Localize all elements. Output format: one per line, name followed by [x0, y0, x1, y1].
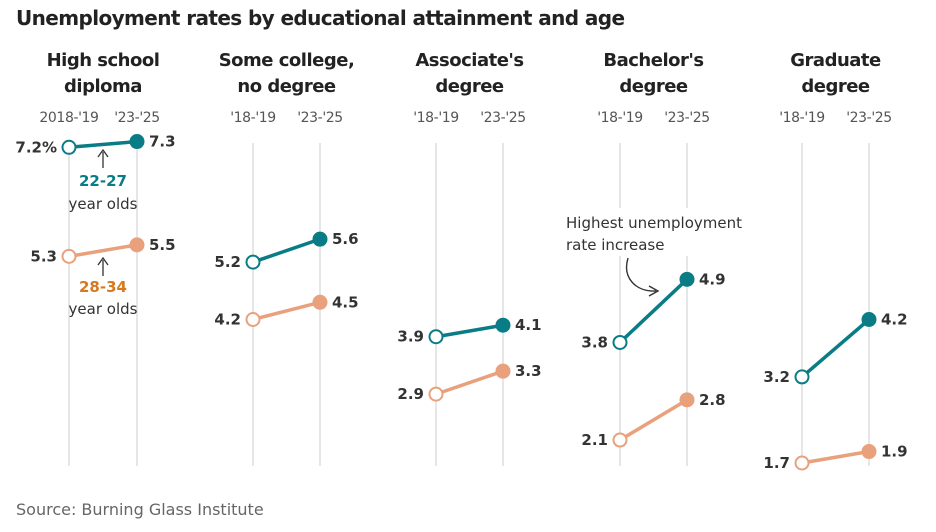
panel-2-age-28-34-label-start: 4.2: [214, 311, 241, 329]
panel-3-title-line2: degree: [435, 76, 504, 97]
slope-chart: High school diploma 2018-'19 '23-'25 7.2% 7.3…: [15, 50, 908, 472]
panel-5-tick-start: '18-'19: [779, 110, 825, 126]
panel-2-tick-end: '23-'25: [297, 110, 343, 126]
panel-2-age-28-34-point-start: [245, 312, 261, 327]
panel-5-age-28-34-point-end: [861, 444, 877, 460]
panel-4-age-28-34-point-start: [612, 432, 628, 448]
panel-5-title-line2: degree: [801, 76, 870, 97]
panel-2-age-22-27-label-end: 5.6: [332, 230, 359, 248]
panel-2-age-22-27-line: [252, 237, 321, 264]
annotation-backdrop: [562, 208, 762, 256]
panel-4-tick-end: '23-'25: [664, 110, 710, 126]
panel-4-tick-start: '18-'19: [597, 110, 643, 126]
age-28-34-pointer-head: [97, 256, 109, 266]
annotation-arrowhead: [648, 285, 660, 297]
panel-3-age-22-27-label-start: 3.9: [397, 328, 424, 346]
panel-3-age-22-27-line: [435, 323, 504, 339]
panel-2-tick-start: '18-'19: [230, 110, 276, 126]
panel-2-age-28-34-line: [252, 300, 321, 322]
panel-2-age-22-27-point-end: [312, 231, 328, 247]
panel-3-age-28-34-line: [435, 369, 504, 396]
panel-5-age-28-34-label-start: 1.7: [763, 454, 790, 472]
panel-4-age-22-27-label-end: 4.9: [699, 270, 726, 288]
panel-5-age-28-34-label-end: 1.9: [881, 443, 908, 461]
panel-1-age-28-34-line: [68, 243, 138, 259]
panel-4-title-line1: Bachelor's: [603, 50, 703, 71]
annotation-arrow: [625, 257, 657, 292]
panel-2-title-line2: no degree: [237, 76, 336, 97]
panel-4-age-22-27-point-end: [679, 271, 695, 287]
panel-3-tick-end: '23-'25: [480, 110, 526, 126]
panel-4-age-28-34-point-end: [679, 392, 695, 408]
panel-2-age-22-27-label-start: 5.2: [214, 253, 241, 271]
annotation-line1: Highest unemployment: [566, 214, 742, 232]
panel-2-age-28-34-point-end: [312, 294, 328, 310]
age-22-27-sublabel: year olds: [69, 195, 138, 213]
age-28-34-sublabel: year olds: [69, 300, 138, 318]
panel-3-age-22-27-point-end: [495, 317, 511, 333]
panel-3-title-line1: Associate's: [415, 50, 523, 71]
panel-5-tick-end: '23-'25: [846, 110, 892, 126]
panel-1-tick-end: '23-'25: [114, 110, 160, 126]
panel-5-age-22-27-label-end: 4.2: [881, 311, 908, 329]
panel-5-age-28-34-line: [801, 449, 870, 465]
age-28-34-label: 28-34: [79, 278, 127, 296]
panel-1-age-22-27-label-end: 7.3: [149, 133, 176, 151]
chart-title: Unemployment rates by educational attain…: [16, 6, 625, 30]
panel-5-age-22-27-line: [800, 318, 871, 379]
annotation-line2: rate increase: [566, 236, 664, 254]
panel-5-age-22-27-label-start: 3.2: [763, 368, 790, 386]
panel-2-age-28-34-label-end: 4.5: [332, 293, 359, 311]
panel-1-age-28-34-point-end: [129, 237, 145, 253]
panel-2-age-22-27-point-start: [245, 254, 261, 270]
panel-4-age-28-34-line: [619, 398, 688, 442]
panel-1-age-22-27-point-end: [129, 134, 145, 150]
panel-1-age-22-27-point-start: [61, 139, 77, 155]
panel-1-tick-start: 2018-'19: [39, 110, 98, 126]
panel-1-age-28-34-point-start: [61, 248, 77, 264]
panel-4-title-line2: degree: [619, 76, 688, 97]
panel-5-age-22-27-point-end: [861, 312, 877, 327]
panel-4-age-22-27-label-start: 3.8: [581, 333, 608, 351]
age-22-27-label: 22-27: [79, 172, 127, 190]
panel-1-age-28-34-label-end: 5.5: [149, 236, 176, 254]
panel-5-age-28-34-point-start: [794, 455, 810, 471]
panel-3-age-22-27-label-end: 4.1: [515, 316, 542, 334]
panel-3-age-28-34-point-start: [428, 386, 444, 402]
panel-3-age-22-27-point-start: [428, 329, 444, 345]
panel-3-age-28-34-point-end: [495, 363, 511, 379]
panel-1-age-28-34-label-start: 5.3: [30, 247, 57, 265]
panel-4-age-28-34-label-start: 2.1: [581, 431, 608, 449]
source-note: Source: Burning Glass Institute: [16, 500, 264, 519]
panel-5-age-22-27-point-start: [794, 369, 810, 385]
panel-3-tick-start: '18-'19: [413, 110, 459, 126]
panel-3-age-28-34-label-start: 2.9: [397, 385, 424, 403]
panel-4-age-22-27-line: [618, 278, 689, 344]
panel-1-age-22-27-line: [68, 139, 138, 150]
panel-1-title-line2: diploma: [64, 76, 142, 97]
panel-1-title-line1: High school: [47, 50, 160, 71]
panel-4-age-22-27-point-start: [612, 334, 628, 350]
panel-3-age-28-34-label-end: 3.3: [515, 362, 542, 380]
panel-5-title-line1: Graduate: [790, 50, 881, 71]
panel-1-age-22-27-label-start: 7.2%: [15, 138, 57, 156]
age-22-27-pointer-head: [97, 148, 109, 158]
panel-4-age-28-34-label-end: 2.8: [699, 391, 726, 409]
panel-2-title-line1: Some college,: [219, 50, 355, 71]
